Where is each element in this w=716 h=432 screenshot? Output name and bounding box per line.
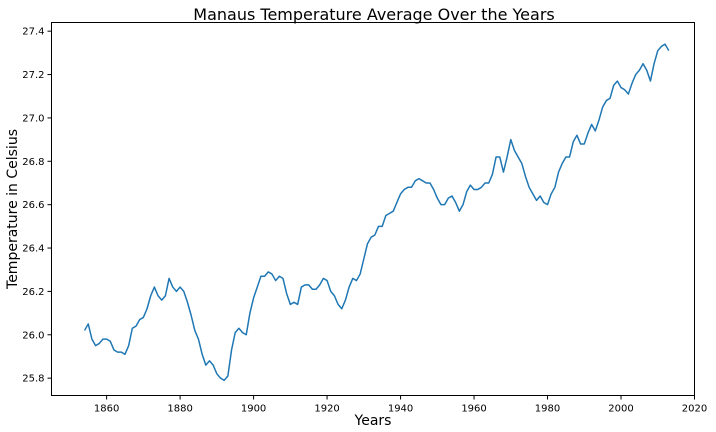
y-axis: 25.8 26.0 26.2 26.4 26.6 26.8 27.0 27.2 27.4 <box>22 27 52 385</box>
x-axis-label: Years <box>354 413 392 429</box>
x-tick-label: 1860 <box>94 404 119 415</box>
x-tick-label: 1960 <box>461 404 486 415</box>
y-tick-label: 27.2 <box>22 70 44 81</box>
x-tick-label: 1980 <box>535 404 560 415</box>
x-tick-label: 1920 <box>314 404 339 415</box>
temperature-series-line <box>83 43 670 382</box>
x-tick-label: 1880 <box>167 404 192 415</box>
y-tick-label: 27.4 <box>22 27 44 38</box>
x-tick-label: 2020 <box>682 404 707 415</box>
y-tick-label: 25.8 <box>22 374 44 385</box>
plot-area-frame <box>51 22 695 396</box>
y-axis-label: Temperature in Celsius <box>5 129 21 290</box>
x-axis: 1860 1880 1900 1920 1940 1960 1980 2000 2020 <box>94 395 707 415</box>
y-tick-label: 26.8 <box>22 157 44 168</box>
x-tick-label: 1900 <box>241 404 266 415</box>
y-tick-label: 26.0 <box>22 330 44 341</box>
y-tick-label: 26.6 <box>22 200 44 211</box>
y-tick-label: 27.0 <box>22 113 44 124</box>
chart-title: Manaus Temperature Average Over the Year… <box>193 5 554 24</box>
x-tick-label: 1940 <box>388 404 413 415</box>
x-tick-label: 2000 <box>608 404 633 415</box>
y-tick-label: 26.4 <box>22 244 44 255</box>
y-tick-label: 26.2 <box>22 287 44 298</box>
